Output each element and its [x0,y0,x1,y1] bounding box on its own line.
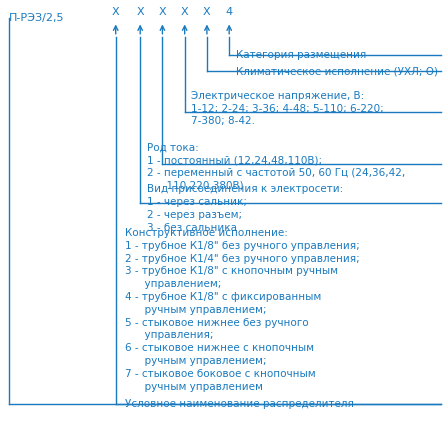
Text: Х: Х [112,7,120,17]
Text: Род тока:
1 - постоянный (12,24,48,110В);
2 - переменный с частотой 50, 60 Гц (2: Род тока: 1 - постоянный (12,24,48,110В)… [147,143,405,191]
Text: П-РЭЗ/2,5: П-РЭЗ/2,5 [9,13,65,23]
Text: Конструктивное исполнение:
1 - трубное К1/8" без ручного управления;
2 - трубное: Конструктивное исполнение: 1 - трубное К… [125,228,360,392]
Text: Категория размещения: Категория размещения [236,50,366,60]
Text: Вид присоединения к электросети:
1 - через сальник;
2 - через разъем;
3 - без са: Вид присоединения к электросети: 1 - чер… [147,184,343,233]
Text: Климатическое исполнение (УХЛ; О): Климатическое исполнение (УХЛ; О) [236,66,438,76]
Text: Х: Х [136,7,144,17]
Text: 4: 4 [226,7,233,17]
Text: Х: Х [181,7,189,17]
Text: Условное наименование распределителя: Условное наименование распределителя [125,399,353,409]
Text: Х: Х [158,7,166,17]
Text: Х: Х [203,7,211,17]
Text: Электрическое напряжение, В:
1-12; 2-24; 3-36; 4-48; 5-110; 6-220;
7-380; 8-42.: Электрическое напряжение, В: 1-12; 2-24;… [191,91,384,126]
